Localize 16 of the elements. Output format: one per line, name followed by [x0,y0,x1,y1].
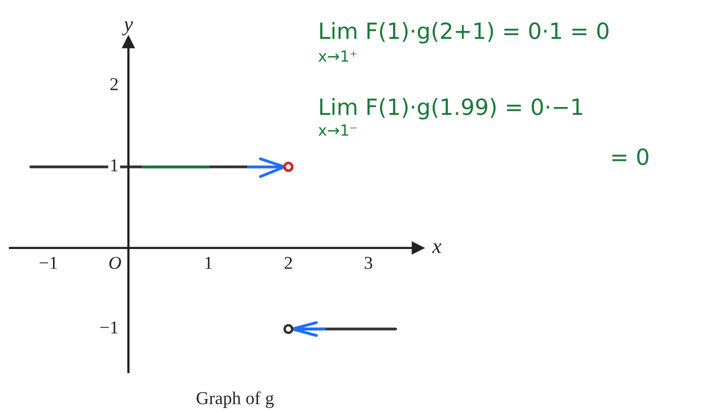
text: Graph of g [196,391,274,408]
annotation: Lim F(1)·g(1.99) = 0·−1 [320,98,582,120]
x-tick-label: 2 [284,256,292,269]
x-axis-title: x [432,243,442,253]
y-tick-label: 1 [111,159,118,172]
annotation: x→1⁻ [318,124,357,136]
x-tick-label: 1 [205,256,212,269]
y-tick-label: −1 [100,321,118,334]
y-axis-title: y [122,21,134,36]
x-tick-label: −1 [40,256,57,269]
annotation: Lim F(1)·g(2+1) = 0·1 = 0 [320,22,608,44]
annotation: x→1⁺ [318,50,357,62]
x-tick-label: 3 [364,256,372,269]
text: = 0 [612,148,648,166]
annotation: O [109,256,122,269]
y-tick-label: 2 [110,78,118,90]
